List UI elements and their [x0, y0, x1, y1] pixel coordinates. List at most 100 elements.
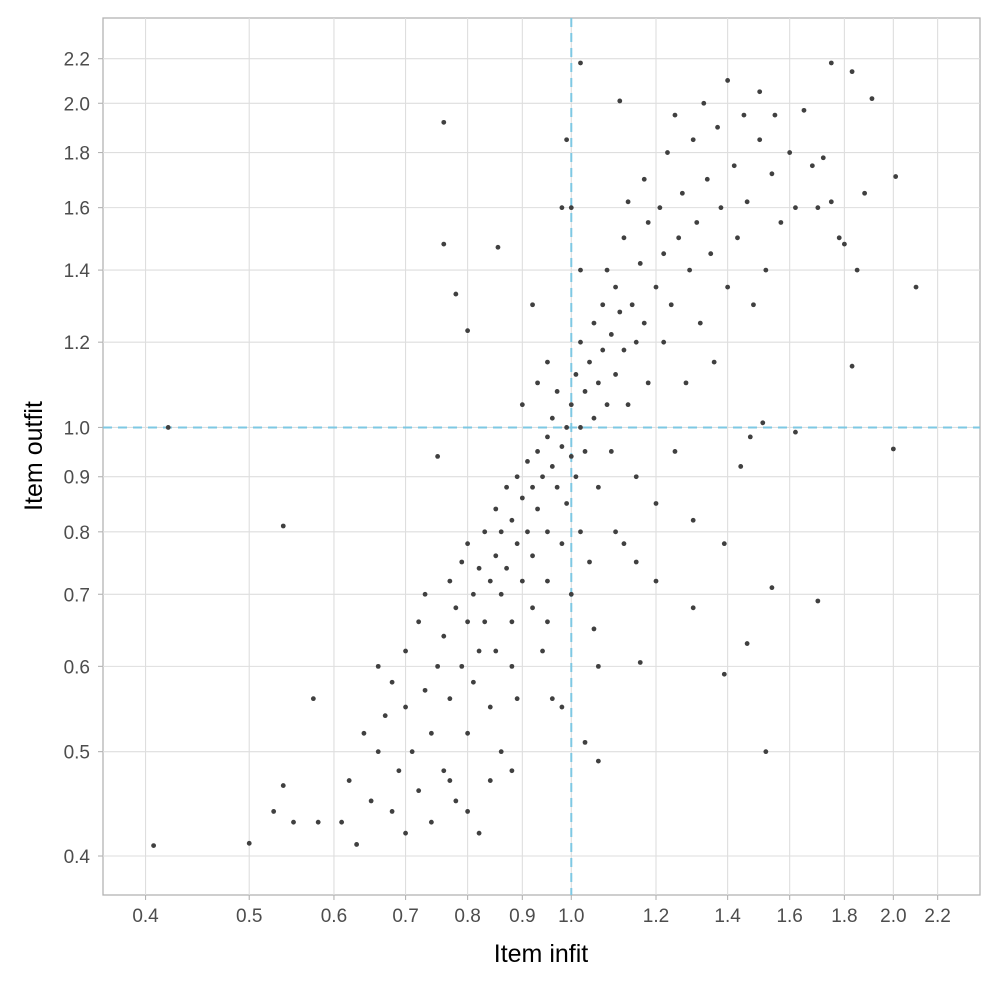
data-point	[613, 529, 618, 535]
data-point	[687, 267, 693, 273]
data-point	[697, 320, 703, 326]
data-point	[368, 798, 374, 804]
data-point	[757, 89, 763, 95]
data-point	[578, 529, 583, 535]
data-point	[403, 704, 408, 710]
data-point	[465, 541, 471, 547]
data-point	[718, 205, 724, 211]
data-point	[530, 553, 535, 559]
data-point	[361, 730, 367, 736]
data-point	[545, 359, 550, 365]
y-tick-label: 0.5	[64, 743, 90, 764]
data-point	[535, 449, 540, 454]
data-point	[704, 176, 710, 182]
data-point	[554, 484, 560, 490]
data-point	[545, 434, 550, 440]
data-point	[476, 648, 482, 654]
y-tick-label: 1.4	[64, 261, 91, 282]
data-point	[679, 190, 685, 196]
data-point	[625, 402, 631, 408]
data-point	[495, 244, 501, 250]
data-point	[787, 150, 793, 155]
data-point	[545, 578, 550, 584]
data-point	[595, 380, 601, 386]
x-tick-label: 0.7	[392, 906, 418, 927]
data-point	[375, 749, 381, 755]
data-point	[672, 112, 678, 118]
y-tick-label: 1.2	[64, 333, 90, 354]
data-point	[578, 60, 583, 66]
data-point	[498, 529, 504, 535]
data-point	[578, 425, 583, 430]
data-point	[591, 415, 597, 421]
data-point	[545, 529, 550, 535]
data-point	[441, 633, 447, 639]
data-point	[375, 663, 381, 669]
x-tick-label: 0.6	[321, 906, 347, 927]
data-point	[672, 449, 678, 454]
data-point	[793, 429, 798, 435]
data-point	[465, 619, 471, 625]
data-point	[151, 843, 157, 848]
data-point	[763, 749, 769, 755]
data-point	[465, 328, 471, 334]
data-point	[476, 830, 482, 836]
data-point	[525, 529, 530, 535]
data-point	[629, 302, 635, 308]
data-point	[600, 347, 606, 353]
data-point	[535, 380, 540, 386]
data-point	[735, 235, 740, 241]
data-point	[271, 809, 277, 814]
x-tick-label: 0.8	[454, 906, 480, 927]
data-point	[514, 541, 520, 547]
data-point	[549, 696, 555, 702]
data-point	[890, 446, 896, 452]
data-point	[621, 347, 627, 353]
data-point	[600, 302, 606, 308]
plot-panel	[102, 17, 981, 896]
data-point	[493, 648, 499, 654]
data-point	[487, 704, 493, 710]
data-point	[559, 205, 565, 211]
data-point	[721, 671, 727, 677]
data-point	[578, 267, 583, 273]
data-point	[828, 60, 834, 66]
data-point	[763, 267, 769, 273]
data-point	[725, 78, 731, 83]
data-point	[447, 696, 453, 702]
data-point	[701, 100, 707, 106]
data-point	[559, 444, 565, 449]
data-point	[389, 809, 395, 814]
data-point	[568, 591, 574, 597]
data-point	[604, 402, 610, 408]
data-point	[487, 778, 493, 783]
y-tick-label: 1.8	[64, 144, 90, 165]
data-point	[637, 261, 643, 266]
x-tick-label: 2.2	[924, 906, 950, 927]
data-point	[595, 758, 601, 764]
data-point	[396, 768, 402, 774]
data-point	[535, 506, 540, 512]
data-point	[645, 220, 651, 225]
data-point	[683, 380, 689, 386]
data-point	[280, 523, 286, 529]
data-point	[769, 585, 775, 591]
data-point	[769, 171, 775, 177]
y-tick-label: 1.6	[64, 199, 90, 220]
x-tick-label: 1.0	[558, 906, 584, 927]
data-point	[498, 591, 504, 597]
data-point	[514, 696, 520, 702]
data-point	[509, 517, 515, 523]
data-point	[690, 605, 696, 611]
data-point	[465, 730, 471, 736]
data-point	[778, 220, 784, 225]
x-tick-label: 0.9	[509, 906, 535, 927]
data-point	[676, 235, 682, 241]
x-tick-label: 1.4	[714, 906, 741, 927]
data-point	[582, 389, 588, 394]
data-point	[582, 739, 588, 745]
data-point	[828, 199, 834, 205]
data-point	[453, 798, 459, 804]
data-point	[591, 320, 597, 326]
